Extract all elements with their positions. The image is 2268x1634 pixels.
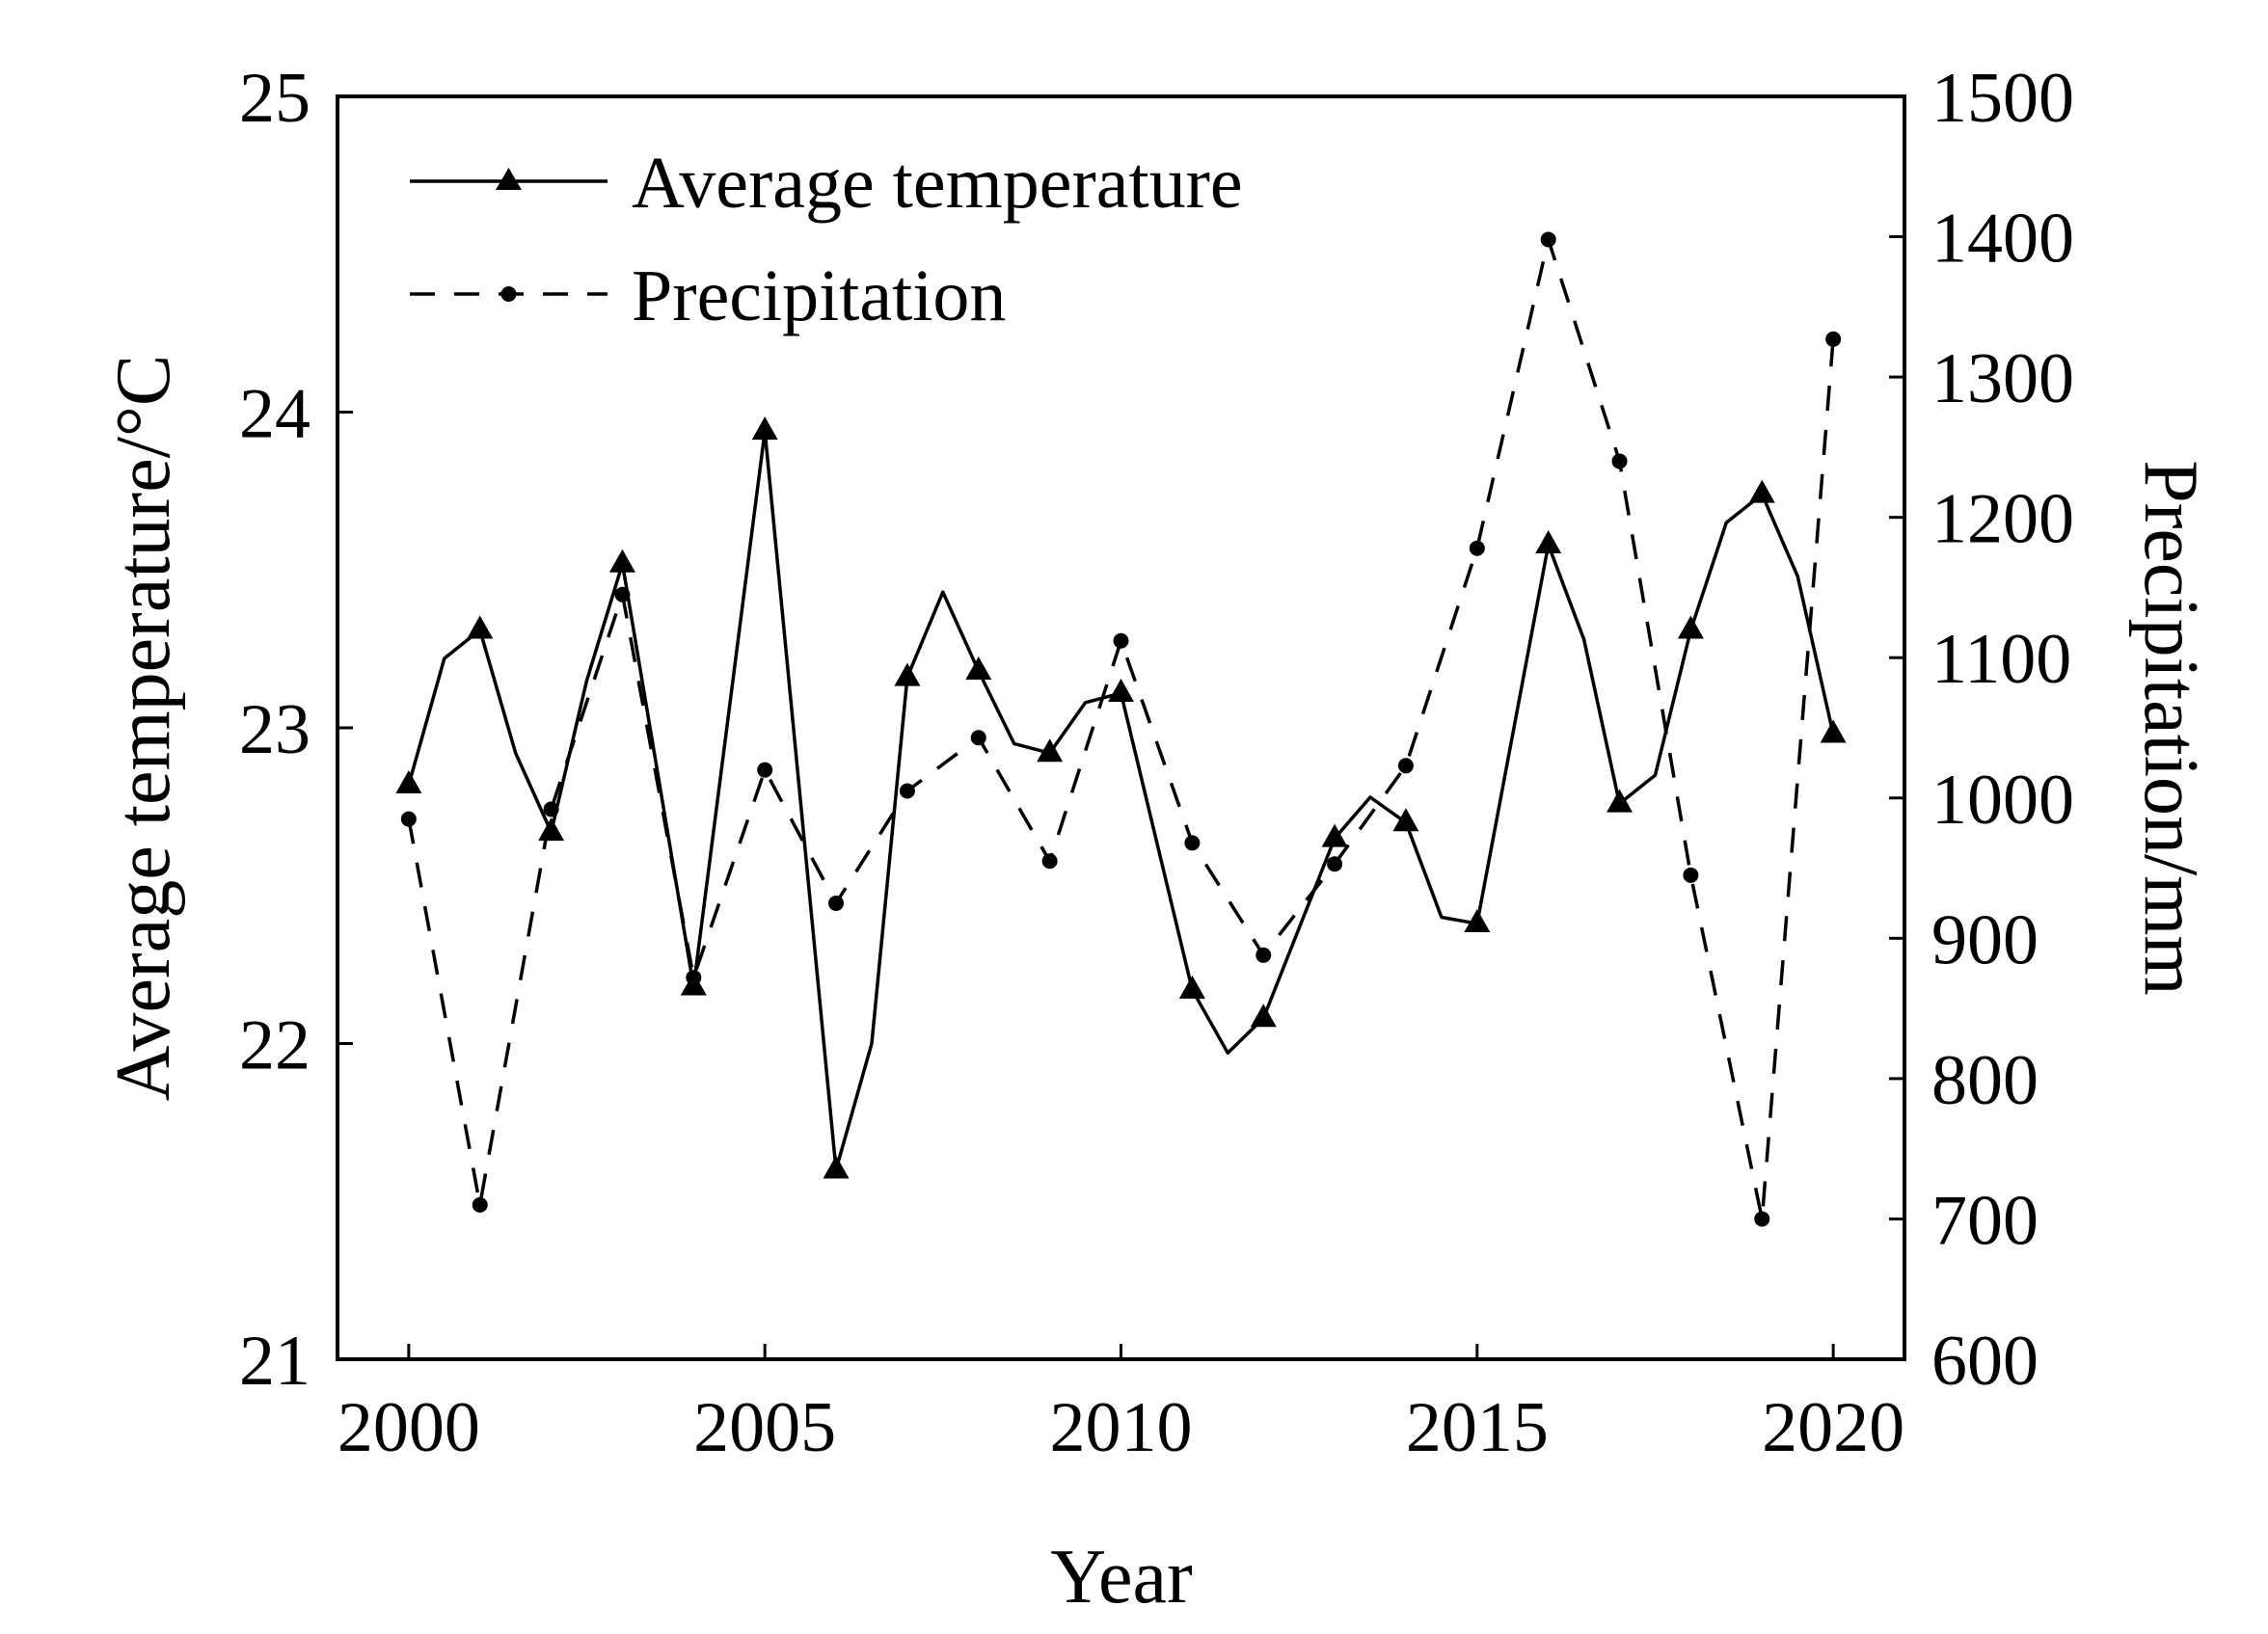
y-right-tick-label-1100: 1100 [1931, 620, 2071, 699]
data-point-precipitation-2013 [1327, 856, 1343, 872]
data-point-precipitation-2010 [1113, 632, 1129, 649]
y-right-tick-label-1200: 1200 [1931, 480, 2074, 559]
data-point-average-temperature-2002 [538, 817, 565, 842]
y-right-tick-label-800: 800 [1931, 1041, 2038, 1120]
y-axis-title-right: Precipitation/mm [2128, 460, 2213, 995]
data-point-precipitation-2003 [614, 586, 631, 603]
data-point-average-temperature-2018 [1677, 615, 1704, 639]
data-point-precipitation-2019 [1754, 1211, 1770, 1227]
x-tick-label-2005: 2005 [693, 1388, 836, 1467]
data-point-precipitation-2002 [543, 801, 559, 817]
data-point-average-temperature-2006 [823, 1155, 850, 1179]
y-right-tick-label-600: 600 [1931, 1322, 2038, 1401]
y-right-tick-label-1400: 1400 [1931, 200, 2074, 279]
y-right-tick-label-700: 700 [1931, 1181, 2038, 1260]
ticks-layer: 2000 2005 2010 2015 2020 21 22 23 24 25 600 700 800 9… [239, 59, 2074, 1467]
y-axis-title-left: Average temperature/°C [101, 355, 186, 1102]
data-point-average-temperature-2008 [965, 656, 992, 681]
data-point-average-temperature-2015 [1464, 909, 1491, 933]
data-point-precipitation-2007 [899, 783, 915, 799]
series-layer [395, 231, 1847, 1227]
legend-marker-temperature [496, 168, 522, 190]
y-right-tick-label-1300: 1300 [1931, 339, 2074, 418]
data-point-average-temperature-2000 [395, 769, 422, 793]
data-point-average-temperature-2005 [751, 416, 778, 441]
data-point-average-temperature-2019 [1748, 479, 1775, 503]
x-tick-label-2010: 2010 [1050, 1388, 1193, 1467]
data-point-average-temperature-2007 [894, 662, 921, 686]
y-left-tick-label-22: 22 [239, 1006, 310, 1085]
x-tick-label-2015: 2015 [1406, 1388, 1549, 1467]
data-point-average-temperature-2010 [1108, 678, 1134, 702]
data-point-precipitation-2020 [1825, 331, 1842, 347]
y-left-tick-label-21: 21 [239, 1322, 310, 1401]
data-point-precipitation-2008 [970, 730, 986, 746]
data-point-precipitation-2015 [1469, 540, 1485, 556]
data-point-average-temperature-2003 [608, 549, 635, 573]
data-point-average-temperature-2013 [1321, 823, 1348, 847]
data-point-precipitation-2009 [1041, 853, 1058, 870]
data-point-precipitation-2011 [1184, 835, 1201, 851]
y-left-tick-label-23: 23 [239, 690, 310, 769]
x-tick-label-2020: 2020 [1762, 1388, 1904, 1467]
data-point-average-temperature-2020 [1820, 719, 1847, 743]
data-point-precipitation-2018 [1683, 867, 1699, 883]
data-point-precipitation-2004 [686, 970, 702, 986]
legend-label-precipitation: Precipitation [632, 255, 1006, 336]
data-point-precipitation-2001 [472, 1196, 488, 1213]
data-point-average-temperature-2001 [467, 615, 494, 639]
data-point-precipitation-2012 [1256, 947, 1272, 963]
y-right-tick-label-1500: 1500 [1931, 59, 2074, 138]
data-point-precipitation-2000 [400, 811, 417, 827]
data-point-average-temperature-2011 [1178, 975, 1205, 999]
data-point-average-temperature-2016 [1535, 530, 1562, 554]
legend-label-temperature: Average temperature [632, 143, 1243, 224]
series-line-precipitation [407, 237, 1835, 1221]
y-right-tick-label-900: 900 [1931, 900, 2038, 979]
data-point-precipitation-2005 [757, 762, 773, 778]
legend: Average temperature Precipitation [410, 143, 1243, 336]
data-point-precipitation-2017 [1611, 453, 1628, 469]
x-axis-title: Year [1050, 1535, 1192, 1620]
y-left-tick-label-25: 25 [239, 59, 310, 138]
plot-frame [336, 94, 1906, 1361]
data-point-precipitation-2006 [828, 895, 845, 911]
data-point-precipitation-2016 [1540, 231, 1556, 248]
data-point-average-temperature-2012 [1250, 1004, 1277, 1028]
y-left-tick-label-24: 24 [239, 375, 310, 454]
x-tick-label-2000: 2000 [338, 1388, 480, 1467]
data-point-precipitation-2014 [1397, 758, 1414, 774]
data-point-average-temperature-2014 [1392, 808, 1419, 832]
legend-marker-precipitation [500, 286, 517, 302]
y-right-tick-label-1000: 1000 [1931, 761, 2074, 840]
data-point-average-temperature-2009 [1037, 738, 1064, 763]
data-point-average-temperature-2017 [1606, 789, 1634, 813]
